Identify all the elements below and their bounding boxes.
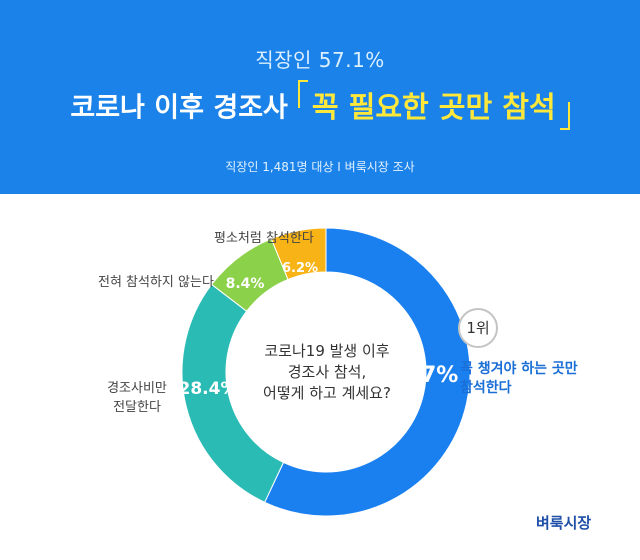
donut-slice-3 bbox=[270, 227, 327, 281]
title-main: 코로나 이후 경조사 bbox=[70, 92, 288, 124]
brand-logo: 벼룩시장 bbox=[536, 514, 592, 532]
rank-badge: 1위 bbox=[458, 308, 498, 348]
title-highlight: 꼭 필요한 곳만 참석 bbox=[311, 90, 556, 124]
label-send-money-line1: 경조사비만 bbox=[107, 381, 167, 396]
label-not-attend: 전혀 참석하지 않는다 bbox=[98, 275, 214, 290]
label-attend-essential-line2: 참석한다 bbox=[460, 380, 512, 396]
slice-value-label-2: 8.4% bbox=[226, 276, 265, 292]
label-attend-as-usual: 평소처럼 참석한다 bbox=[214, 231, 314, 246]
center-question: 코로나19 발생 이후 경조사 참석, 어떻게 하고 계세요? bbox=[236, 341, 418, 404]
slice-value-label-3: 6.2% bbox=[282, 261, 318, 276]
center-question-line1: 코로나19 발생 이후 bbox=[264, 342, 390, 360]
source-note: 직장인 1,481명 대상 I 벼룩시장 조사 bbox=[225, 160, 415, 174]
header-banner: 직장인 57.1% 코로나 이후 경조사 꼭 필요한 곳만 참석 직장인 1,48… bbox=[0, 0, 640, 194]
title-highlight-box: 꼭 필요한 곳만 참석 bbox=[297, 80, 570, 130]
label-attend-essential-line1: 꼭 챙겨야 하는 곳만 bbox=[460, 361, 578, 377]
label-send-money-line2: 전달한다 bbox=[113, 400, 161, 415]
slice-value-label-1: 28.4% bbox=[179, 379, 238, 399]
close-bracket-icon bbox=[559, 102, 570, 130]
subtitle: 직장인 57.1% bbox=[255, 48, 385, 72]
label-send-money-only: 경조사비만 전달한다 bbox=[82, 379, 192, 417]
label-attend-essential: 꼭 챙겨야 하는 곳만 참석한다 bbox=[460, 360, 600, 398]
center-question-line2: 경조사 참석, bbox=[287, 363, 367, 381]
title-row: 코로나 이후 경조사 꼭 필요한 곳만 참석 bbox=[0, 80, 640, 136]
center-question-line3: 어떻게 하고 계세요? bbox=[263, 384, 391, 402]
open-bracket-icon bbox=[297, 80, 308, 108]
slice-value-label-0: 57% bbox=[406, 363, 459, 388]
donut-slice-0 bbox=[264, 227, 471, 517]
